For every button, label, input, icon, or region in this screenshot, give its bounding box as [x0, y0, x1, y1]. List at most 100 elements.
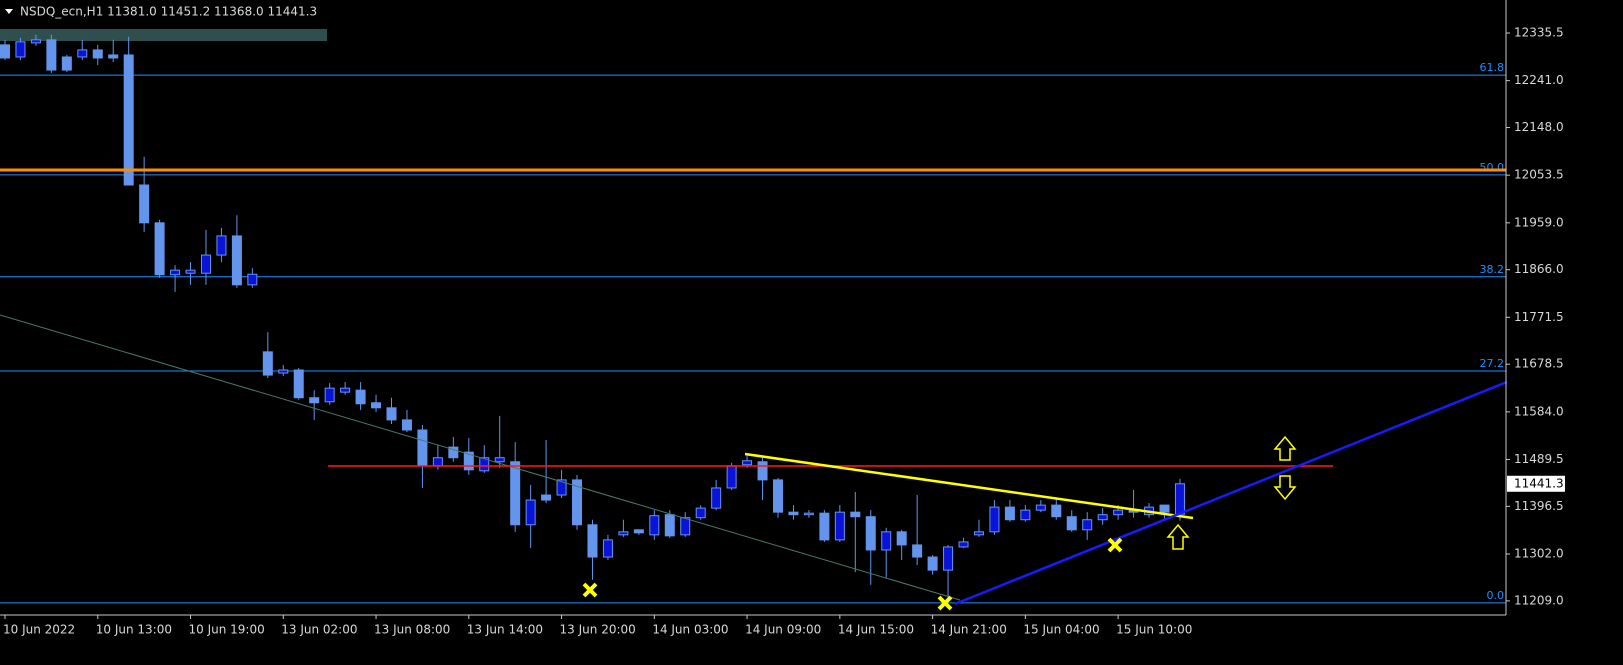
candle-body: [355, 389, 366, 405]
candle-body: [556, 479, 567, 496]
candle-body: [711, 487, 722, 509]
y-tick-label: 11302.0: [1514, 547, 1564, 561]
y-tick-label: 11489.5: [1514, 452, 1564, 466]
candle-body: [432, 457, 443, 467]
y-tick-label: 11396.5: [1514, 499, 1564, 513]
x-tick-label: 13 Jun 02:00: [281, 623, 357, 637]
candle-body: [262, 351, 273, 376]
candle-body: [401, 419, 412, 431]
price-tag: [1507, 475, 1565, 492]
candle-body: [896, 531, 907, 546]
candle-body: [788, 511, 799, 516]
candle-body: [602, 539, 613, 558]
candle-body: [850, 511, 861, 518]
candle-body: [479, 457, 490, 472]
candle-body: [1051, 504, 1062, 518]
candle-body: [15, 41, 26, 58]
fib-level-label: 38.2: [1480, 263, 1505, 276]
x-tick-label: 14 Jun 15:00: [838, 623, 914, 637]
trend-line: [0, 314, 961, 601]
candle-body: [293, 369, 304, 399]
fib-level-label: 27.2: [1480, 357, 1505, 370]
candle-body: [525, 499, 536, 526]
candle-body: [417, 429, 428, 467]
x-tick-label: 13 Jun 08:00: [374, 623, 450, 637]
price-tag-label: 11441.3: [1514, 476, 1564, 490]
x-marker: [582, 582, 598, 598]
candle-body: [170, 269, 181, 276]
fib-level-label: 0.0: [1487, 589, 1505, 602]
y-tick-label: 12053.5: [1514, 168, 1564, 182]
x-tick-label: 10 Jun 2022: [3, 623, 75, 637]
x-tick-label: 14 Jun 09:00: [745, 623, 821, 637]
x-tick-label: 14 Jun 03:00: [652, 623, 728, 637]
candle-body: [1020, 509, 1031, 521]
candle-body: [973, 531, 984, 536]
candle-body: [324, 387, 335, 403]
drawings: [0, 168, 1508, 611]
candle-body: [695, 507, 706, 519]
x-tick-label: 14 Jun 21:00: [931, 623, 1007, 637]
x-marker: [1107, 537, 1123, 553]
candle-body: [680, 517, 691, 536]
x-tick-label: 13 Jun 14:00: [467, 623, 543, 637]
y-tick-label: 12335.5: [1514, 26, 1564, 40]
fib-level-label: 50.0: [1480, 161, 1505, 174]
candle-body: [1066, 516, 1077, 531]
y-tick-label: 12241.0: [1514, 73, 1564, 87]
up-arrow: [1273, 435, 1297, 461]
candle-body: [510, 461, 521, 526]
trend-line: [954, 380, 1508, 606]
candle-body: [541, 494, 552, 501]
y-tick-label: 11584.0: [1514, 404, 1564, 418]
candle-body: [247, 273, 258, 286]
candle-body: [185, 269, 196, 274]
candle-body: [46, 39, 57, 71]
candle-body: [494, 457, 505, 463]
candle-body: [154, 222, 165, 276]
x-tick-label: 15 Jun 04:00: [1023, 623, 1099, 637]
candle-body: [386, 407, 397, 421]
candle-body: [1174, 483, 1185, 515]
candle-body: [1097, 514, 1108, 521]
candle-body: [309, 397, 320, 404]
candle-body: [912, 544, 923, 558]
x-tick-label: 10 Jun 19:00: [189, 623, 265, 637]
candle-body: [108, 54, 119, 59]
x-tick-label: 15 Jun 10:00: [1116, 623, 1192, 637]
up-arrow: [1166, 523, 1190, 550]
candle-body: [834, 511, 845, 541]
candle-body: [463, 451, 474, 471]
candle-body: [618, 531, 629, 536]
candle-body: [865, 516, 876, 551]
menu-triangle[interactable]: [5, 9, 13, 14]
y-tick-label: 11209.0: [1514, 593, 1564, 607]
y-tick-label: 11866.0: [1514, 262, 1564, 276]
candle-body: [123, 54, 134, 186]
candle-body: [340, 387, 351, 393]
candle-body: [773, 479, 783, 513]
candle-body: [0, 44, 10, 59]
candle-body: [958, 541, 969, 548]
candle-body: [371, 402, 382, 409]
candle-body: [92, 49, 103, 59]
y-tick-label: 11678.5: [1514, 357, 1564, 371]
candle-body: [943, 546, 954, 571]
y-tick-label: 11959.0: [1514, 215, 1564, 229]
trend-line: [744, 452, 1194, 520]
candle-body: [572, 479, 583, 526]
arrow-group: [1166, 435, 1297, 550]
candle-body: [1082, 519, 1093, 531]
candle-body: [742, 460, 753, 466]
marker-group: [582, 537, 1123, 611]
panel-strip: [0, 29, 327, 41]
y-tick-label: 11771.5: [1514, 310, 1564, 324]
fib-level-label: 61.8: [1480, 61, 1505, 74]
candle-body: [819, 512, 830, 541]
candle-body: [927, 556, 938, 571]
y-tick-label: 12148.0: [1514, 120, 1564, 134]
candle-body: [231, 235, 242, 286]
candle-body: [803, 512, 814, 516]
